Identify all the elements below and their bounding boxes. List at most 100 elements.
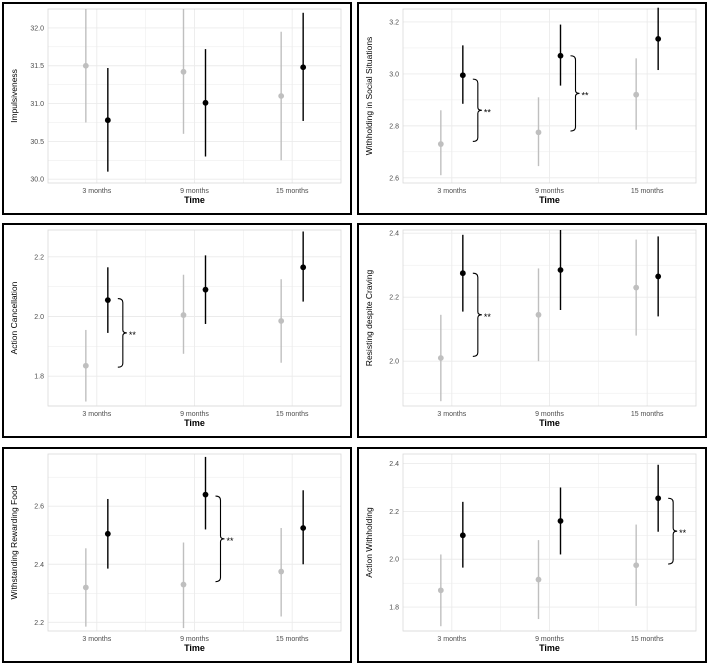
- y-tick-label: 31.5: [30, 63, 44, 70]
- data-point: [104, 530, 111, 537]
- y-axis-title: Action Cancellation: [9, 281, 19, 354]
- x-tick-label: 3 months: [437, 188, 466, 195]
- data-point: [437, 355, 444, 361]
- x-tick-label: 3 months: [437, 636, 466, 643]
- data-point: [633, 284, 640, 291]
- plot-area: [402, 229, 697, 407]
- plot-area: [402, 8, 697, 184]
- data-point: [557, 52, 564, 59]
- significance-brace: [570, 55, 580, 132]
- x-tick-label: 15 months: [631, 636, 664, 643]
- x-axis-title: Time: [184, 643, 205, 653]
- y-tick-label: 2.4: [389, 461, 399, 468]
- data-point: [104, 117, 111, 124]
- plot-area: [402, 453, 697, 632]
- y-tick-label: 2.6: [34, 504, 44, 511]
- y-tick-label: 2.8: [389, 123, 399, 130]
- y-tick-label: 2.2: [34, 620, 44, 627]
- x-tick-label: 15 months: [276, 411, 309, 418]
- data-point: [459, 72, 466, 79]
- significance-label: **: [582, 90, 590, 100]
- data-point: [180, 312, 187, 318]
- data-point: [535, 129, 542, 136]
- data-point: [82, 62, 89, 69]
- data-point: [300, 525, 307, 531]
- data-point: [655, 495, 662, 502]
- y-tick-label: 2.0: [389, 359, 399, 366]
- data-point: [82, 584, 89, 591]
- x-tick-label: 15 months: [631, 411, 664, 418]
- data-point: [202, 491, 209, 498]
- data-point: [655, 35, 662, 42]
- chart-action-cancellation: 1.8 2.0 2.2 3 months 9 months 15 months Time Ac…: [9, 229, 342, 428]
- y-tick-label: 2.6: [389, 175, 399, 182]
- data-point: [459, 270, 466, 277]
- y-tick-label: 2.2: [34, 254, 44, 261]
- data-point: [300, 64, 307, 71]
- x-axis-title: Time: [539, 195, 560, 205]
- y-axis-title: Action Withholding: [364, 507, 374, 578]
- panel-impulsiveness: 30.0 30.5 31.0 31.5 32.0 3 months 9 months 15 m…: [2, 2, 352, 215]
- y-tick-label: 32.0: [30, 25, 44, 32]
- x-axis-title: Time: [184, 195, 205, 205]
- data-point: [557, 518, 564, 524]
- x-tick-label: 15 months: [276, 636, 309, 643]
- y-tick-label: 30.0: [30, 177, 44, 184]
- data-point: [202, 286, 209, 293]
- data-point: [459, 532, 466, 539]
- chart-withholding-social: 2.6 2.8 3.0 3.2 3 months 9 months 15 months Tim…: [364, 7, 697, 205]
- x-tick-label: 15 months: [631, 188, 664, 195]
- data-point: [300, 264, 307, 271]
- data-point: [180, 581, 187, 588]
- y-tick-label: 2.0: [34, 314, 44, 321]
- y-tick-label: 2.0: [389, 557, 399, 564]
- significance-brace: [472, 78, 482, 142]
- significance-brace: [668, 497, 678, 565]
- x-axis-title: Time: [539, 418, 560, 428]
- significance-brace: [215, 495, 225, 583]
- data-point: [633, 562, 640, 569]
- data-point: [180, 68, 187, 75]
- y-tick-label: 31.0: [30, 101, 44, 108]
- plot-area: [47, 8, 342, 184]
- significance-brace: [117, 298, 127, 368]
- significance-label: **: [484, 107, 492, 117]
- plot-area: [47, 453, 342, 632]
- x-tick-label: 3 months: [437, 411, 466, 418]
- panel-withstanding-food: 2.2 2.4 2.6 3 months 9 months 15 months Time Wi…: [2, 447, 352, 663]
- x-tick-label: 9 months: [535, 188, 564, 195]
- significance-label: **: [129, 330, 137, 340]
- data-point: [202, 99, 209, 106]
- x-axis-title: Time: [539, 643, 560, 653]
- significance-label: **: [484, 312, 492, 322]
- y-tick-label: 2.4: [389, 231, 399, 238]
- panel-action-cancellation: 1.8 2.0 2.2 3 months 9 months 15 months Time Ac…: [2, 223, 352, 438]
- data-point: [278, 93, 285, 99]
- significance-label: **: [227, 536, 235, 546]
- x-tick-label: 3 months: [82, 188, 111, 195]
- data-point: [104, 297, 111, 304]
- panel-action-withholding: 1.8 2.0 2.2 2.4 3 months 9 months 15 months Tim…: [357, 447, 707, 663]
- x-tick-label: 15 months: [276, 188, 309, 195]
- x-tick-label: 3 months: [82, 411, 111, 418]
- x-axis-title: Time: [184, 418, 205, 428]
- y-tick-label: 1.8: [389, 605, 399, 612]
- x-tick-label: 9 months: [180, 411, 209, 418]
- y-tick-label: 3.0: [389, 71, 399, 78]
- data-point: [633, 91, 640, 98]
- data-point: [437, 587, 444, 594]
- data-point: [557, 267, 564, 273]
- data-point: [82, 362, 89, 369]
- chart-withstanding-food: 2.2 2.4 2.6 3 months 9 months 15 months Time Wi…: [9, 453, 342, 653]
- chart-resisting-craving: 2.0 2.2 2.4 3 months 9 months 15 months Time Re…: [364, 229, 697, 428]
- y-axis-title: Resisting despite Craving: [364, 270, 374, 367]
- panel-withholding-social: 2.6 2.8 3.0 3.2 3 months 9 months 15 months Tim…: [357, 2, 707, 215]
- y-axis-title: Withstanding Rewarding Food: [9, 485, 19, 599]
- significance-brace: [472, 272, 482, 357]
- y-axis-title: Withholding in Social Situations: [364, 37, 374, 156]
- y-tick-label: 2.4: [34, 562, 44, 569]
- y-axis-title: Impulsiveness: [9, 69, 19, 123]
- chart-impulsiveness: 30.0 30.5 31.0 31.5 32.0 3 months 9 months 15 m…: [9, 8, 342, 205]
- data-point: [535, 311, 542, 318]
- y-tick-label: 1.8: [34, 374, 44, 381]
